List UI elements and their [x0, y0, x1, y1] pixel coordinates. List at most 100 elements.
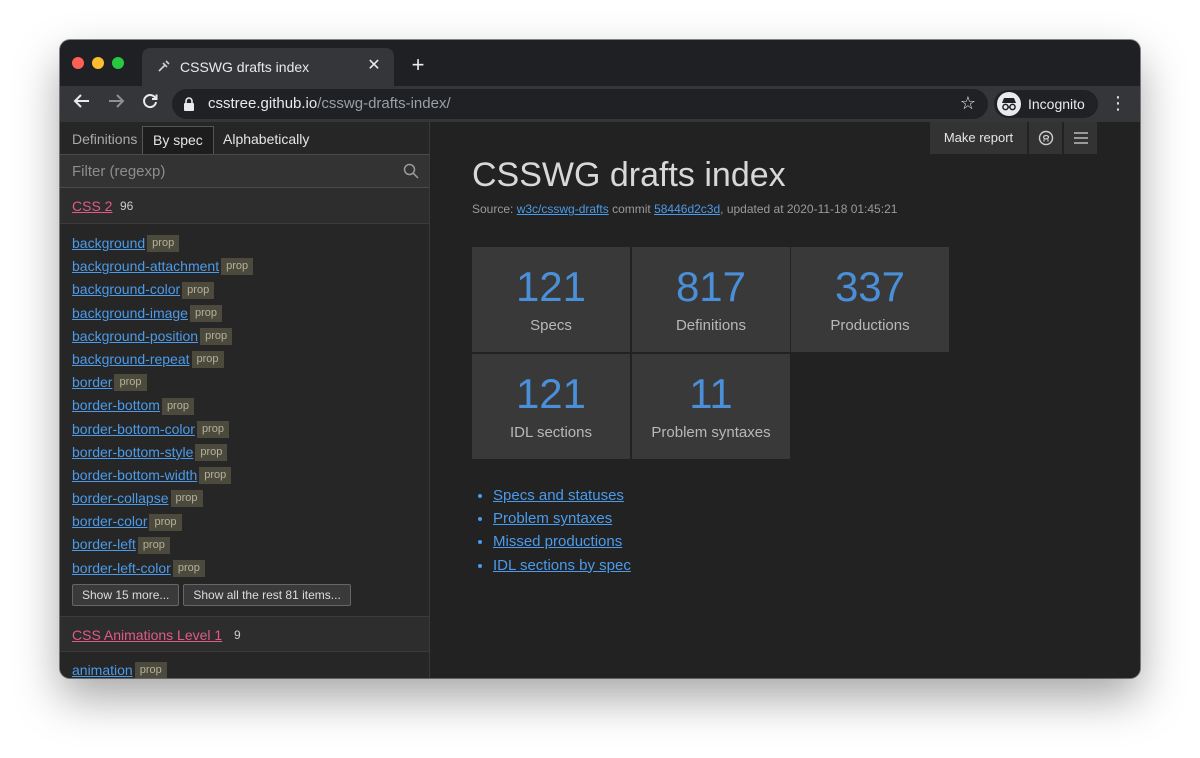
maximize-window-button[interactable] [112, 57, 124, 69]
stat-label: Specs [530, 317, 572, 334]
definition-link[interactable]: animation [72, 662, 133, 678]
close-window-button[interactable] [72, 57, 84, 69]
list-item: IDL sections by spec [493, 554, 631, 577]
stat-card-definitions[interactable]: 817 Definitions [632, 247, 790, 352]
tab-by-spec[interactable]: By spec [142, 126, 214, 154]
new-tab-button[interactable]: + [411, 52, 425, 77]
type-badge: prop [191, 351, 224, 369]
browser-tab[interactable]: CSSWG drafts index ✕ [142, 48, 394, 86]
list-item: background-attachment prop [72, 255, 422, 278]
tab-definitions[interactable]: Definitions [72, 131, 138, 147]
main-panel: Make report CSSWG drafts index Source: w… [430, 122, 1140, 678]
definition-link[interactable]: border-bottom [72, 397, 160, 414]
sidebar-tabs: Definitions By spec Alphabetically [60, 122, 429, 154]
tab-strip: CSSWG drafts index ✕ + [60, 40, 1140, 86]
close-tab-icon[interactable]: ✕ [367, 57, 381, 74]
stat-label: Problem syntaxes [651, 424, 771, 441]
missed-productions-link[interactable]: Missed productions [493, 533, 623, 551]
report-links: Specs and statuses Problem syntaxes Miss… [472, 484, 631, 577]
page-content: Definitions By spec Alphabetically Filte… [60, 122, 1140, 678]
definition-link[interactable]: background [72, 235, 146, 251]
list-item: border-bottom-color prop [72, 418, 422, 441]
reload-icon[interactable] [138, 92, 162, 116]
browser-window: CSSWG drafts index ✕ + csstree.github.io… [60, 40, 1140, 678]
incognito-profile-button[interactable]: Incognito [994, 90, 1098, 118]
stat-card-idl-sections[interactable]: 121 IDL sections [472, 354, 630, 459]
hamburger-icon[interactable] [1064, 122, 1097, 154]
updated-text: , updated at 2020-11-18 01:45:21 [720, 202, 898, 216]
definition-link[interactable]: border-bottom-style [72, 443, 194, 460]
spec-link[interactable]: CSS 2 [72, 198, 113, 214]
type-badge: prop [170, 490, 203, 508]
sidebar: Definitions By spec Alphabetically Filte… [60, 122, 430, 678]
definition-link[interactable]: background-repeat [72, 350, 190, 367]
spec-count: 9 [234, 628, 241, 642]
definition-link[interactable]: border-left [72, 536, 136, 553]
tab-alphabetically[interactable]: Alphabetically [223, 131, 310, 147]
stat-label: Definitions [675, 317, 747, 334]
list-item: animation prop [72, 659, 422, 678]
list-item: background prop [72, 232, 422, 255]
definition-link[interactable]: background-color [72, 281, 181, 298]
address-bar[interactable]: csstree.github.io/csswg-drafts-index/ ☆ [172, 89, 988, 119]
url-path: /csswg-drafts-index/ [317, 95, 451, 112]
stat-value: 121 [515, 370, 587, 417]
definition-list: animation prop [72, 659, 422, 678]
definition-link[interactable]: border-bottom-color [72, 420, 195, 437]
specs-and-statuses-link[interactable]: Specs and statuses [493, 487, 624, 504]
list-item: border-left prop [72, 533, 422, 556]
list-item: border-bottom-style prop [72, 441, 422, 464]
list-item: Problem syntaxes [493, 507, 631, 530]
bookmark-star-icon[interactable]: ☆ [959, 93, 976, 113]
type-badge: prop [199, 467, 232, 485]
definition-link[interactable]: border-bottom-width [72, 466, 198, 483]
type-badge: prop [182, 281, 215, 299]
lock-icon [182, 97, 196, 111]
list-item: border-bottom-width prop [72, 464, 422, 487]
show-more-button[interactable]: Show 15 more... [72, 584, 180, 606]
commit-link[interactable]: 58446d2c3d [654, 202, 721, 216]
definition-link[interactable]: background-position [72, 327, 199, 344]
filter-input[interactable]: Filter (regexp) [72, 163, 166, 180]
stat-value: 337 [834, 263, 906, 310]
idl-sections-by-spec-link[interactable]: IDL sections by spec [493, 556, 631, 574]
type-badge: prop [149, 513, 182, 531]
list-item: border-bottom prop [72, 394, 422, 417]
list-item: background-color prop [72, 278, 422, 301]
make-report-button[interactable]: Make report [930, 122, 1028, 154]
stat-card-specs[interactable]: 121 Specs [472, 247, 630, 352]
tab-title: CSSWG drafts index [180, 59, 310, 75]
stats-grid: 121 Specs 817 Definitions 337 Production… [472, 247, 952, 461]
definition-list: background prop background-attachment prop… [72, 232, 422, 580]
stat-value: 817 [675, 263, 747, 310]
forward-arrow-icon[interactable] [104, 92, 128, 116]
minimize-window-button[interactable] [92, 57, 104, 69]
problem-syntaxes-link[interactable]: Problem syntaxes [493, 510, 613, 528]
show-all-button[interactable]: Show all the rest 81 items... [183, 584, 351, 606]
definition-link[interactable]: background-attachment [72, 258, 220, 275]
definition-link[interactable]: border-collapse [72, 490, 169, 507]
show-more-row: Show 15 more... Show all the rest 81 item… [72, 584, 355, 606]
favicon-icon [156, 58, 172, 74]
definition-link[interactable]: border-color [72, 513, 148, 530]
incognito-icon [997, 92, 1021, 116]
stat-label: Productions [830, 317, 910, 334]
spec-count: 96 [120, 199, 134, 213]
type-badge: prop [134, 662, 167, 678]
definition-link[interactable]: background-image [72, 304, 188, 321]
list-item: Specs and statuses [493, 484, 631, 507]
stat-card-productions[interactable]: 337 Productions [791, 247, 949, 352]
stat-card-problem-syntaxes[interactable]: 11 Problem syntaxes [632, 354, 790, 459]
spec-link[interactable]: CSS Animations Level 1 [72, 627, 223, 643]
type-badge: prop [189, 304, 222, 322]
list-item: background-image prop [72, 302, 422, 325]
filter-box: Filter (regexp) [60, 154, 429, 188]
stat-label: IDL sections [510, 424, 592, 441]
github-icon[interactable] [1029, 122, 1063, 154]
stat-value: 121 [515, 263, 587, 310]
definition-link[interactable]: border-left-color [72, 559, 171, 576]
back-arrow-icon[interactable] [70, 92, 94, 116]
repo-link[interactable]: w3c/csswg-drafts [516, 202, 609, 216]
definition-link[interactable]: border [72, 374, 113, 391]
browser-menu-icon[interactable]: ⋮ [1109, 93, 1127, 113]
